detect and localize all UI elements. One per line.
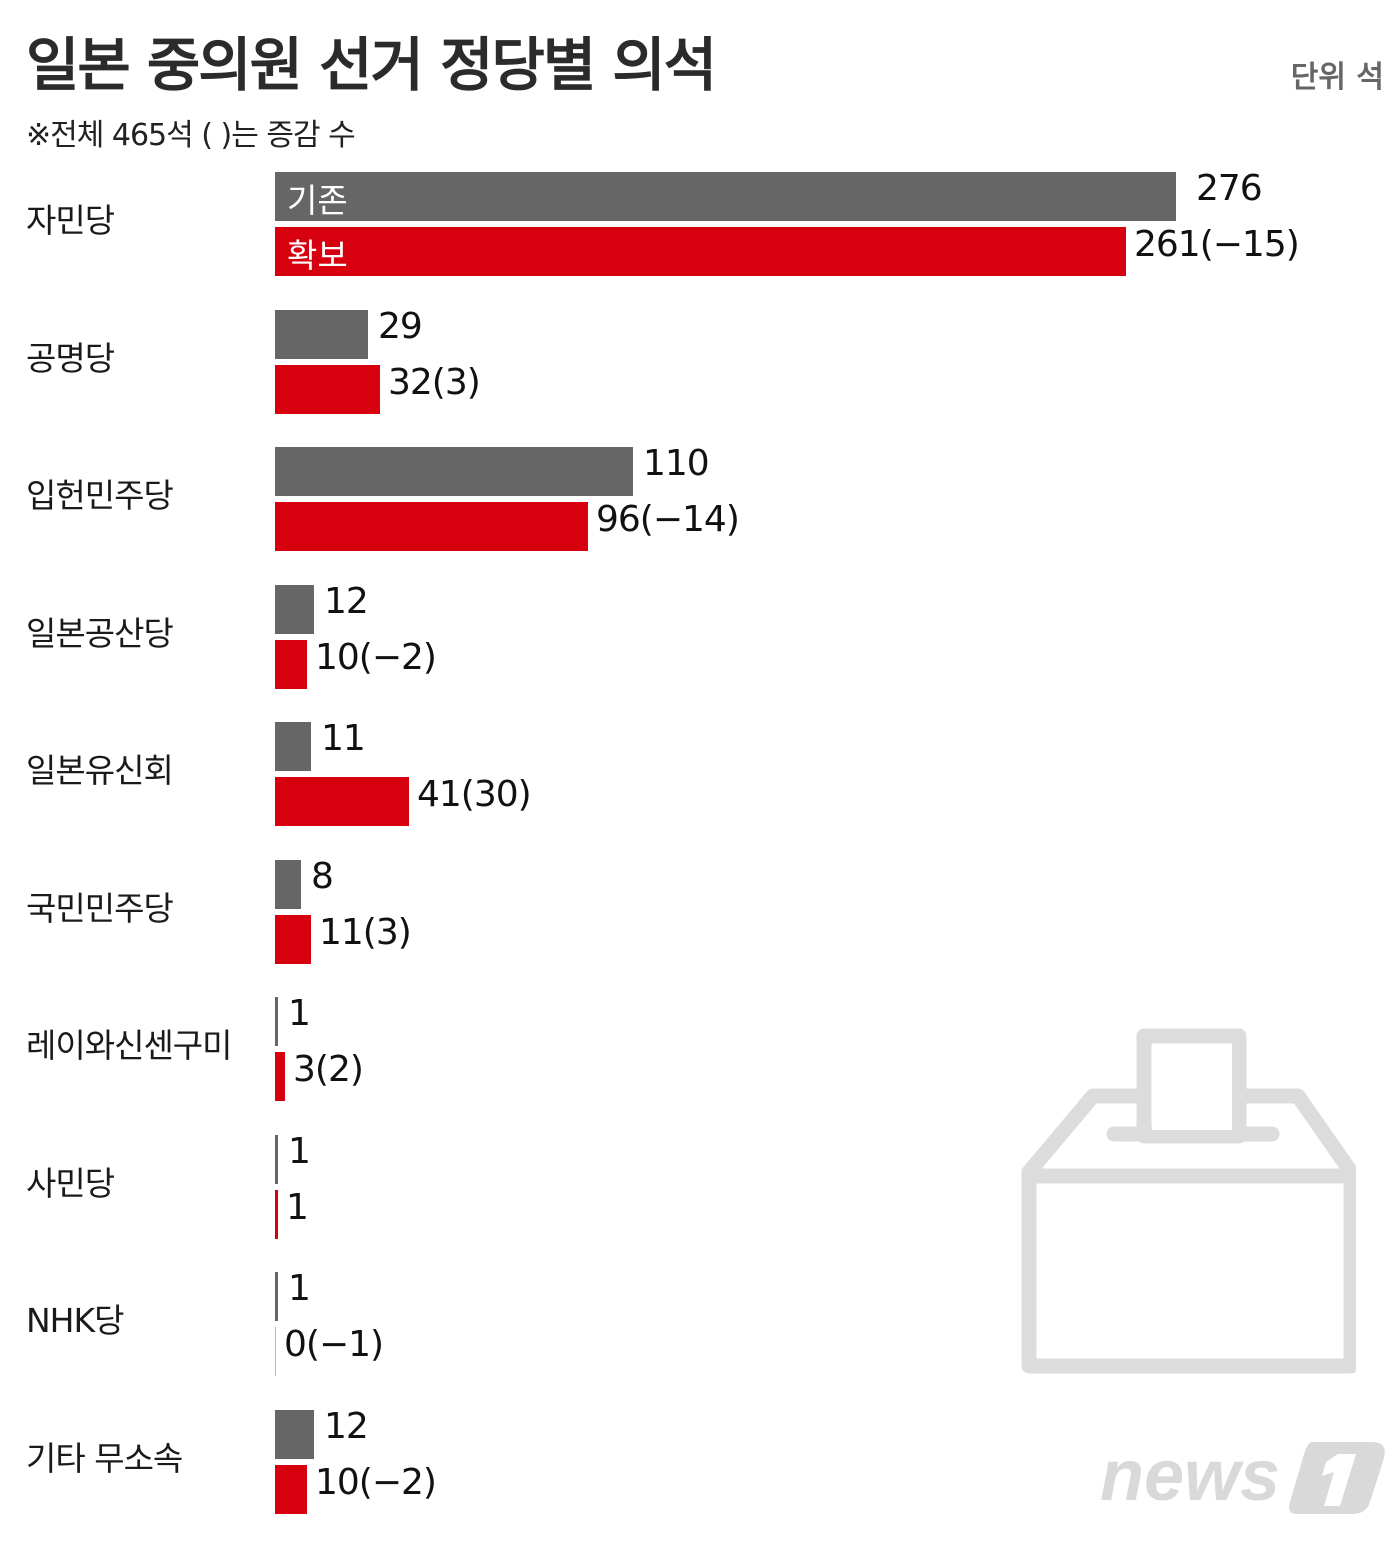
- previous-seats-bar: [275, 585, 314, 634]
- current-seats-value: 41(30): [417, 774, 531, 815]
- current-seats-value: 10(−2): [315, 1462, 436, 1503]
- party-label: 사민당: [26, 1157, 114, 1205]
- previous-seats-bar: [275, 1410, 314, 1459]
- previous-seats-value: 12: [324, 1406, 368, 1447]
- current-seats-bar: [275, 1465, 307, 1514]
- current-seats-bar: [275, 1190, 278, 1239]
- previous-seats-bar: [275, 447, 633, 496]
- chart-title: 일본 중의원 선거 정당별 의석: [26, 18, 715, 102]
- current-seats-value: 32(3): [388, 362, 480, 403]
- previous-seats-value: 276: [1196, 168, 1262, 209]
- current-seats-value: 0(−1): [284, 1324, 383, 1365]
- party-label: 자민당: [26, 194, 114, 242]
- current-seats-bar: [275, 1052, 285, 1101]
- party-label: 일본공산당: [26, 607, 173, 655]
- ballot-box-icon: [1016, 1024, 1356, 1374]
- current-seats-bar: [275, 1327, 276, 1376]
- legend-previous-label: 기존: [287, 174, 348, 222]
- current-seats-bar: 확보: [275, 227, 1126, 276]
- current-seats-bar: [275, 777, 409, 826]
- previous-seats-bar: [275, 722, 311, 771]
- previous-seats-bar: [275, 860, 301, 909]
- current-seats-bar: [275, 640, 307, 689]
- party-label: NHK당: [26, 1294, 124, 1342]
- current-seats-value: 261(−15): [1134, 224, 1299, 265]
- party-label: 일본유신회: [26, 744, 173, 792]
- current-seats-value: 11(3): [319, 912, 411, 953]
- previous-seats-bar: [275, 1272, 278, 1321]
- previous-seats-value: 1: [288, 1131, 310, 1172]
- previous-seats-value: 110: [643, 443, 709, 484]
- current-seats-value: 10(−2): [315, 637, 436, 678]
- current-seats-value: 1: [286, 1187, 308, 1228]
- previous-seats-bar: 기존: [275, 172, 1176, 221]
- chart-note: ※전체 465석 ( )는 증감 수: [26, 110, 355, 154]
- party-label: 기타 무소속: [26, 1432, 182, 1480]
- legend-current-label: 확보: [287, 229, 348, 277]
- previous-seats-value: 1: [288, 1268, 310, 1309]
- current-seats-bar: [275, 915, 311, 964]
- previous-seats-value: 8: [311, 856, 333, 897]
- current-seats-value: 96(−14): [596, 499, 739, 540]
- current-seats-value: 3(2): [293, 1049, 363, 1090]
- news1-logo: news: [1100, 1432, 1390, 1516]
- logo-text: news: [1100, 1436, 1280, 1516]
- party-label: 국민민주당: [26, 882, 173, 930]
- party-label: 입헌민주당: [26, 469, 173, 517]
- current-seats-bar: [275, 365, 380, 414]
- party-label: 공명당: [26, 332, 114, 380]
- previous-seats-value: 1: [288, 993, 310, 1034]
- party-label: 레이와신센구미: [26, 1019, 232, 1067]
- previous-seats-value: 11: [321, 718, 365, 759]
- previous-seats-bar: [275, 310, 368, 359]
- previous-seats-bar: [275, 997, 278, 1046]
- unit-label: 단위 석: [1291, 52, 1384, 96]
- current-seats-bar: [275, 502, 588, 551]
- previous-seats-value: 29: [378, 306, 422, 347]
- previous-seats-value: 12: [324, 581, 368, 622]
- previous-seats-bar: [275, 1135, 278, 1184]
